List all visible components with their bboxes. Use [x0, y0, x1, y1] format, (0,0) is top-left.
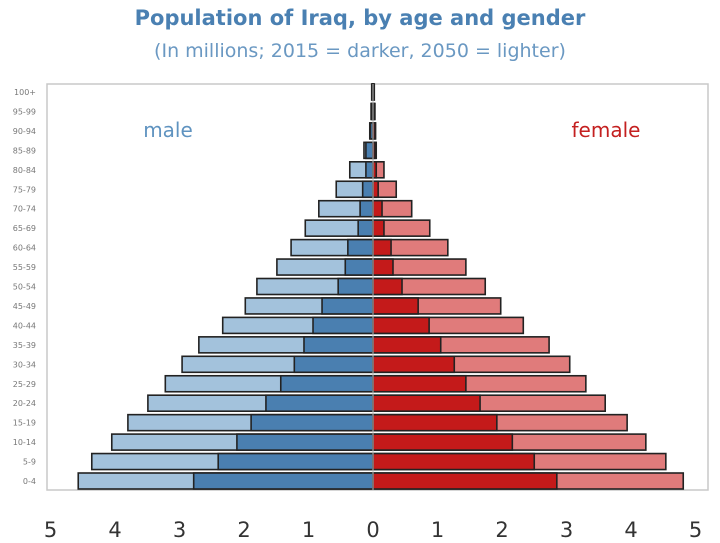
x-tick-label: 2	[237, 518, 250, 542]
age-tick-label: 45-49	[13, 302, 36, 311]
bar-male-2015-50-54	[337, 277, 374, 296]
age-tick-label: 15-19	[13, 419, 36, 428]
age-tick-label: 75-79	[13, 185, 36, 194]
age-tick-label: 80-84	[13, 166, 36, 175]
bar-female-2015-30-34	[372, 355, 456, 374]
bar-female-2015-50-54	[372, 277, 403, 296]
age-tick-label: 35-39	[13, 341, 36, 350]
bar-female-2015-60-64	[372, 238, 392, 257]
bar-female-2015-5-9	[372, 452, 536, 471]
bar-male-2015-30-34	[293, 355, 374, 374]
female-label: female	[572, 118, 641, 142]
bar-female-2015-10-14	[372, 433, 514, 451]
x-tick-label: 2	[495, 518, 508, 542]
age-tick-label: 40-44	[13, 321, 36, 330]
x-tick-label: 5	[689, 518, 702, 542]
age-tick-label: 70-74	[13, 205, 36, 214]
bar-female-2015-75-79	[372, 180, 379, 199]
chart-title: Population of Iraq, by age and gender	[134, 6, 586, 30]
x-tick-label: 5	[44, 518, 57, 542]
bar-male-2015-35-39	[303, 336, 374, 354]
x-tick-label: 1	[302, 518, 315, 542]
bar-female-2015-45-49	[372, 297, 419, 315]
x-tick-label: 0	[366, 518, 379, 542]
bar-male-2015-5-9	[217, 452, 374, 471]
bar-male-2015-0-4	[192, 472, 374, 490]
x-tick-label: 1	[431, 518, 444, 542]
age-tick-label: 95-99	[13, 107, 36, 116]
bar-male-2015-25-29	[279, 374, 374, 393]
age-tick-label: 25-29	[13, 380, 36, 389]
bar-male-2015-75-79	[361, 180, 374, 199]
age-tick-label: 20-24	[13, 399, 36, 408]
bar-male-2015-10-14	[236, 433, 374, 451]
age-tick-label: 65-69	[13, 224, 36, 233]
bar-male-2015-55-59	[344, 258, 374, 276]
x-tick-label: 3	[560, 518, 573, 542]
age-tick-label: 100+	[14, 88, 36, 97]
plot-frame	[46, 83, 709, 491]
age-tick-label: 60-64	[13, 244, 36, 253]
bar-female-2015-70-74	[372, 199, 383, 218]
age-tick-label: 50-54	[13, 283, 36, 292]
bar-female-2015-0-4	[372, 472, 558, 490]
bar-male-2015-45-49	[321, 297, 374, 315]
age-tick-label: 10-14	[13, 438, 36, 447]
bar-female-2015-25-29	[372, 374, 467, 393]
chart-subtitle: (In millions; 2015 = darker, 2050 = ligh…	[154, 40, 566, 62]
x-tick-label: 4	[108, 518, 121, 542]
bar-female-2015-65-69	[372, 219, 385, 237]
age-tick-label: 85-89	[13, 146, 36, 155]
bar-female-2015-40-44	[372, 316, 430, 335]
bar-male-2015-65-69	[357, 219, 374, 237]
bar-male-2015-15-19	[250, 413, 374, 432]
x-tick-label: 4	[624, 518, 637, 542]
bar-male-2015-80-84	[365, 161, 374, 179]
bar-male-2015-40-44	[312, 316, 374, 335]
bar-male-2015-70-74	[359, 199, 374, 218]
age-tick-label: 0-4	[23, 477, 36, 486]
bar-male-2015-60-64	[347, 238, 374, 257]
age-tick-label: 30-34	[13, 360, 36, 369]
bar-male-2015-85-89	[365, 141, 374, 160]
male-label: male	[143, 118, 193, 142]
age-tick-label: 90-94	[13, 127, 36, 136]
x-tick-label: 3	[173, 518, 186, 542]
bar-male-2015-20-24	[265, 394, 374, 413]
bar-female-2015-55-59	[372, 258, 394, 276]
age-tick-label: 55-59	[13, 263, 36, 272]
bar-female-2015-35-39	[372, 336, 442, 354]
bar-female-2015-20-24	[372, 394, 481, 413]
age-tick-label: 5-9	[23, 458, 36, 467]
bar-female-2015-15-19	[372, 413, 498, 432]
